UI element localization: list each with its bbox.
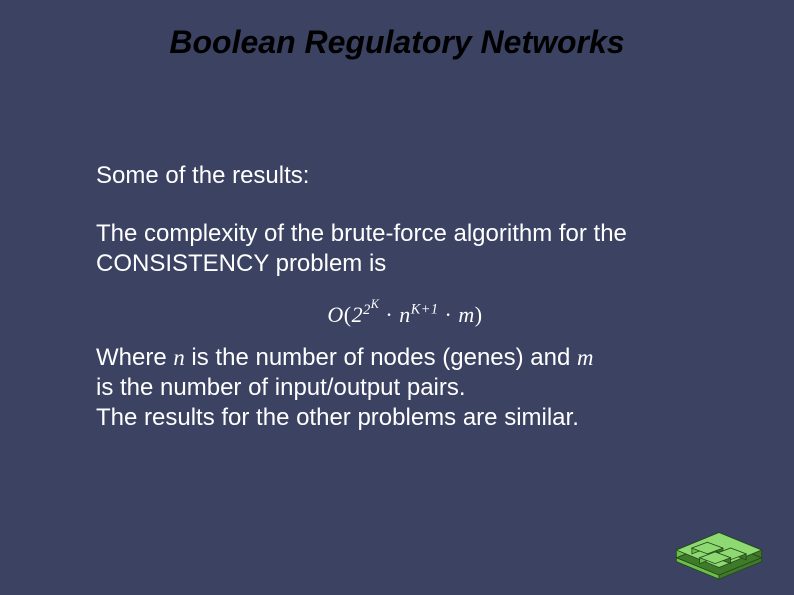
- where-text-4: The results for the other problems are s…: [96, 404, 579, 431]
- complexity-para: The complexity of the brute-force algori…: [96, 219, 714, 279]
- slide-title: Boolean Regulatory Networks: [100, 24, 694, 61]
- maze-icon: [670, 519, 768, 581]
- term1-exp-exp: K: [371, 297, 380, 311]
- var-m: m: [577, 345, 593, 370]
- term2-exp: K+1: [411, 302, 439, 318]
- big-o: O: [327, 302, 343, 327]
- slide: Boolean Regulatory Networks Some of the …: [0, 0, 794, 595]
- term2-base: n: [399, 302, 411, 327]
- close-paren: ): [475, 302, 483, 327]
- results-lede: Some of the results:: [96, 161, 714, 191]
- open-paren: (: [344, 302, 352, 327]
- dot1: ·: [385, 302, 393, 327]
- term1-exp-base: 2: [363, 302, 371, 318]
- where-text-1: Where: [96, 344, 173, 371]
- where-text-2: is the number of nodes (genes) and: [185, 344, 577, 371]
- slide-body: Some of the results: The complexity of t…: [60, 161, 734, 433]
- var-n: n: [173, 345, 184, 370]
- dot2: ·: [445, 302, 453, 327]
- where-text-3: is the number of input/output pairs.: [96, 374, 466, 401]
- term3: m: [458, 302, 474, 327]
- term1-base: 2: [352, 302, 364, 327]
- where-para: Where n is the number of nodes (genes) a…: [96, 343, 714, 433]
- complexity-formula: O(22K · nK+1 · m): [96, 301, 714, 329]
